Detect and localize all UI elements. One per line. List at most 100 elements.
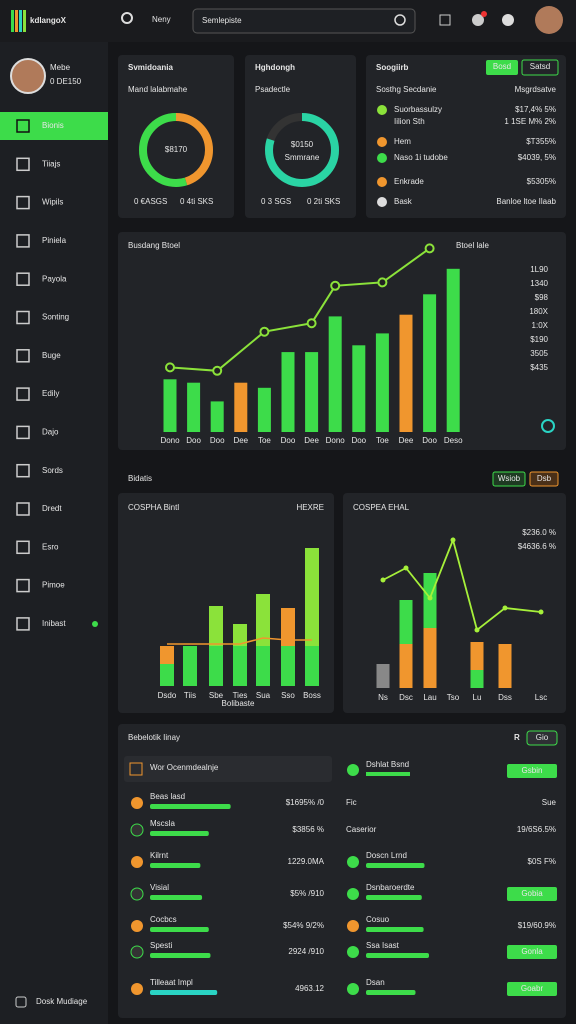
row-label: Enkrade	[394, 177, 424, 186]
settings-icon[interactable]	[502, 14, 514, 26]
nav-item[interactable]: Esro	[42, 542, 59, 551]
header-icon	[129, 762, 143, 776]
nav-link[interactable]: Neny	[152, 15, 171, 24]
nav-item[interactable]: Sonting	[42, 313, 69, 322]
x-tick-label: Sua	[256, 691, 271, 700]
line-point	[212, 365, 223, 376]
row-label: Bask	[394, 197, 413, 206]
button-label: Gonla	[521, 947, 543, 956]
x-tick-label: Dee	[304, 436, 319, 445]
nav-item[interactable]: Inibast	[42, 619, 66, 628]
x-tick-label: Sbe	[209, 691, 224, 700]
row-label: Naso 1i tudobe	[394, 153, 448, 162]
button[interactable]	[486, 60, 518, 75]
nav-icon[interactable]	[439, 14, 451, 26]
x-tick-label: Toe	[258, 436, 271, 445]
x-tick-label: Dsdo	[158, 691, 177, 700]
button-label: Goabr	[521, 984, 544, 993]
row-label: Dsnbaroerdte	[366, 883, 415, 892]
bar-segment	[233, 624, 247, 646]
nav-item[interactable]: Dredt	[42, 504, 62, 513]
x-tick-label: Sso	[281, 691, 295, 700]
button[interactable]	[507, 764, 557, 778]
button[interactable]	[526, 730, 558, 746]
nav-icon	[16, 157, 30, 172]
x-tick-label: Doo	[281, 436, 296, 445]
button-label: Bosd	[493, 62, 511, 71]
nav-item[interactable]: Dajo	[42, 428, 59, 437]
button[interactable]	[507, 982, 557, 996]
bar-segment	[256, 594, 270, 646]
nav-icon	[16, 387, 30, 401]
nav-icon	[16, 540, 30, 555]
notify-badge	[481, 11, 487, 17]
row-icon	[130, 945, 144, 959]
avatar[interactable]	[535, 6, 563, 34]
nav-icon	[16, 578, 30, 593]
axis-label: $98	[535, 293, 549, 302]
nav-item[interactable]: Edily	[42, 389, 59, 398]
row-value: Banloe ltoe Ilaab	[496, 197, 556, 206]
row-icon	[347, 888, 359, 900]
button[interactable]	[529, 471, 559, 487]
line-point	[330, 280, 341, 291]
nav-item[interactable]: Bionis	[42, 121, 64, 130]
footer-link[interactable]: Dosk Mudiage	[36, 997, 88, 1006]
notify-icon[interactable]	[472, 14, 484, 26]
bar-segment	[281, 646, 295, 686]
row-label: Cosuo	[366, 915, 390, 924]
line-point	[427, 595, 433, 601]
ring-value: $8170	[165, 145, 188, 154]
ring-value: $0150	[291, 140, 314, 149]
chart-card	[118, 232, 566, 450]
row-value: $5305%	[527, 177, 556, 186]
search-box[interactable]	[192, 8, 416, 34]
line-point	[502, 605, 508, 611]
logo-mark	[19, 10, 22, 32]
button[interactable]	[492, 471, 526, 487]
x-tick-label: Dss	[498, 693, 512, 702]
footer-icon	[15, 996, 27, 1008]
nav-item[interactable]: Wipils	[42, 198, 63, 207]
nav-item[interactable]: Payola	[42, 274, 67, 283]
nav-item[interactable]: Piniela	[42, 236, 67, 245]
row-value: 4963.12	[295, 984, 324, 993]
row-value: $4039, 5%	[518, 153, 556, 162]
nav-item[interactable]: Pimoe	[42, 581, 65, 590]
bar	[328, 316, 342, 432]
row-value: $5% /910	[290, 889, 324, 898]
progress-bar	[150, 804, 231, 809]
button-label: Gobia	[521, 889, 543, 898]
nav-item[interactable]: Sords	[42, 466, 63, 475]
search-icon[interactable]	[121, 12, 133, 24]
bar-segment	[399, 600, 413, 644]
x-tick-label: Doo	[186, 436, 201, 445]
row-label: Visial	[150, 883, 169, 892]
row-sub: Iilion Sth	[394, 117, 425, 126]
button-label: Satsd	[530, 62, 550, 71]
button[interactable]	[507, 945, 557, 959]
row-icon	[347, 920, 359, 932]
row-icon	[347, 856, 359, 868]
header-icon	[347, 764, 359, 776]
bar	[399, 314, 413, 432]
row-icon	[130, 823, 144, 837]
x-tick-label: Dono	[326, 436, 346, 445]
bar	[352, 345, 366, 432]
legend: Btoel lale	[456, 241, 489, 250]
nav-icon	[16, 234, 30, 248]
card-title: Hghdongh	[255, 63, 295, 72]
search-button[interactable]	[394, 14, 406, 26]
row-icon	[131, 983, 143, 995]
button[interactable]	[521, 59, 559, 76]
progress-bar	[150, 953, 211, 958]
nav-item[interactable]: Tiiajs	[42, 159, 60, 168]
nav-icon	[16, 617, 30, 631]
nav-item[interactable]: Buge	[42, 351, 61, 360]
logo-mark	[11, 10, 14, 32]
line-point	[403, 565, 409, 571]
x-tick-label: Tiis	[184, 691, 196, 700]
x-tick-label: Dee	[399, 436, 414, 445]
chart-control[interactable]	[541, 419, 555, 433]
button[interactable]	[507, 887, 557, 901]
